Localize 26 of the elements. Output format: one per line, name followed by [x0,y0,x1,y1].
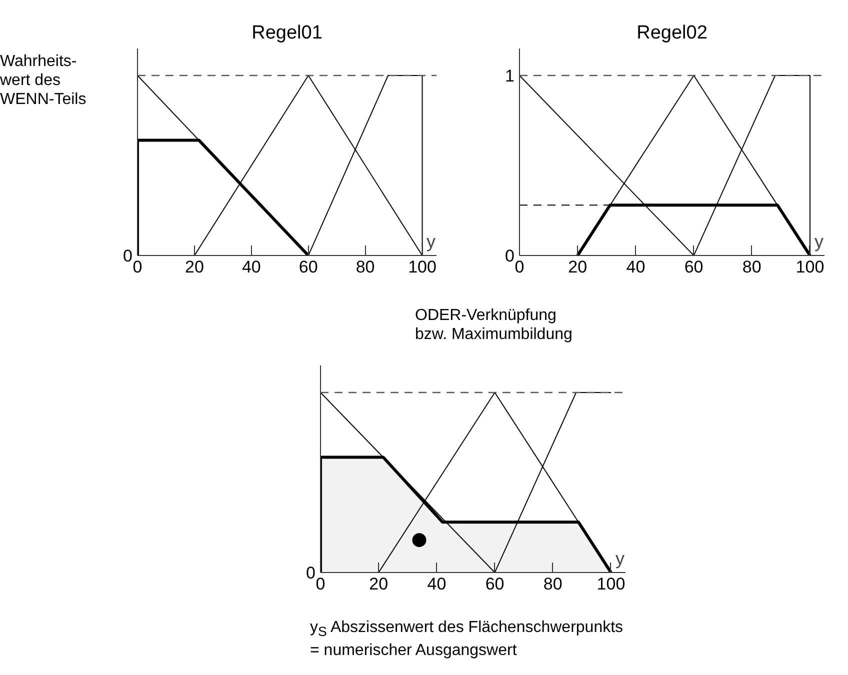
x-tick-label: 100 [596,574,626,594]
chart-title: Regel01 [252,22,322,44]
text: y$_{S}$ Abszissenwert des Flächenschwerpunkts = numerischer Ausgangswert [310,618,624,660]
x-tick-label: 40 [427,574,446,594]
x-tick-label: 60 [684,258,704,276]
x-tick-label: 100 [796,258,824,276]
x-tick-label: 60 [485,574,504,594]
x-tick-label: 20 [185,258,204,276]
x-tick-label: 80 [356,258,375,276]
text: ODER-Verknüpfung bzw. Maximumbildung [415,306,572,344]
chart-title: Regel02 [636,22,708,44]
x-tick-label: 20 [369,574,388,594]
y-tick-label: 1 [505,66,515,86]
x-tick-label: 0 [132,258,142,276]
x-tick-label: 80 [742,258,762,276]
x-tick-label: 0 [316,574,326,594]
x-axis-title: y [426,232,436,252]
x-tick-label: 60 [298,258,318,276]
x-tick-label: 40 [626,258,646,276]
x-tick-label: 100 [408,258,436,276]
text: Wahrheits- wert des WENN-Teils [0,52,86,109]
x-axis-title: y [814,232,824,252]
x-tick-label: 40 [242,258,261,276]
x-axis-title: y [616,548,624,568]
x-tick-label: 80 [543,574,562,594]
x-tick-label: 20 [568,258,588,276]
